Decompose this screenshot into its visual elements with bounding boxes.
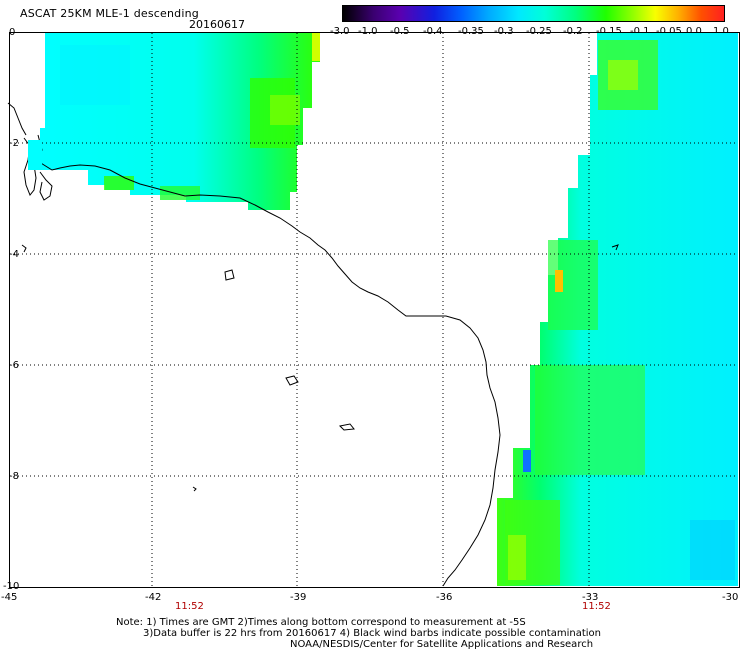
scale-label: -0.15 (596, 26, 622, 37)
note-line-3: NOAA/NESDIS/Center for Satellite Applica… (290, 639, 594, 650)
scale-label: -0.2 (563, 26, 583, 37)
scale-label: -0.1 (630, 26, 650, 37)
x-tick-label: -39 (290, 592, 307, 603)
note-line-2: 3)Data buffer is 22 hrs from 20160617 4)… (143, 628, 601, 639)
right-data-swath (497, 33, 738, 586)
scale-label: 1.0 (713, 26, 729, 37)
scale-label: -1.0 (358, 26, 378, 37)
y-tick-label: -4 (9, 249, 19, 260)
x-tick-label: -30 (722, 592, 739, 603)
coastal-data-patch (28, 140, 42, 170)
left-data-swath (40, 33, 320, 210)
y-tick-label: -10 (3, 581, 20, 592)
x-tick-label: -33 (582, 592, 599, 603)
y-tick-label: -2 (9, 138, 19, 149)
map-frame (9, 32, 740, 588)
scale-label: -0.3 (494, 26, 514, 37)
scale-label: 0.0 (686, 26, 702, 37)
pass-time-label: 11:52 (582, 601, 611, 612)
scale-label: -0.4 (423, 26, 443, 37)
scale-label: -0.5 (390, 26, 410, 37)
x-tick-label: -45 (1, 592, 18, 603)
note-line-1: Note: 1) Times are GMT 2)Times along bot… (116, 617, 526, 628)
pass-time-label: 11:52 (175, 601, 204, 612)
scale-label: -3.0 (330, 26, 350, 37)
scale-label: -0.35 (458, 26, 484, 37)
scale-label: -0.25 (526, 26, 552, 37)
x-tick-label: -36 (436, 592, 453, 603)
scale-label: -0.05 (656, 26, 682, 37)
map-gridlines (10, 33, 738, 586)
map-title: ASCAT 25KM MLE-1 descending (20, 7, 199, 20)
color-scale-bar (342, 5, 725, 22)
y-tick-label: -8 (9, 471, 19, 482)
x-tick-label: -42 (145, 592, 162, 603)
y-tick-label: -6 (9, 360, 19, 371)
map-date: 20160617 (189, 18, 245, 31)
y-tick-label: 0 (9, 27, 16, 38)
